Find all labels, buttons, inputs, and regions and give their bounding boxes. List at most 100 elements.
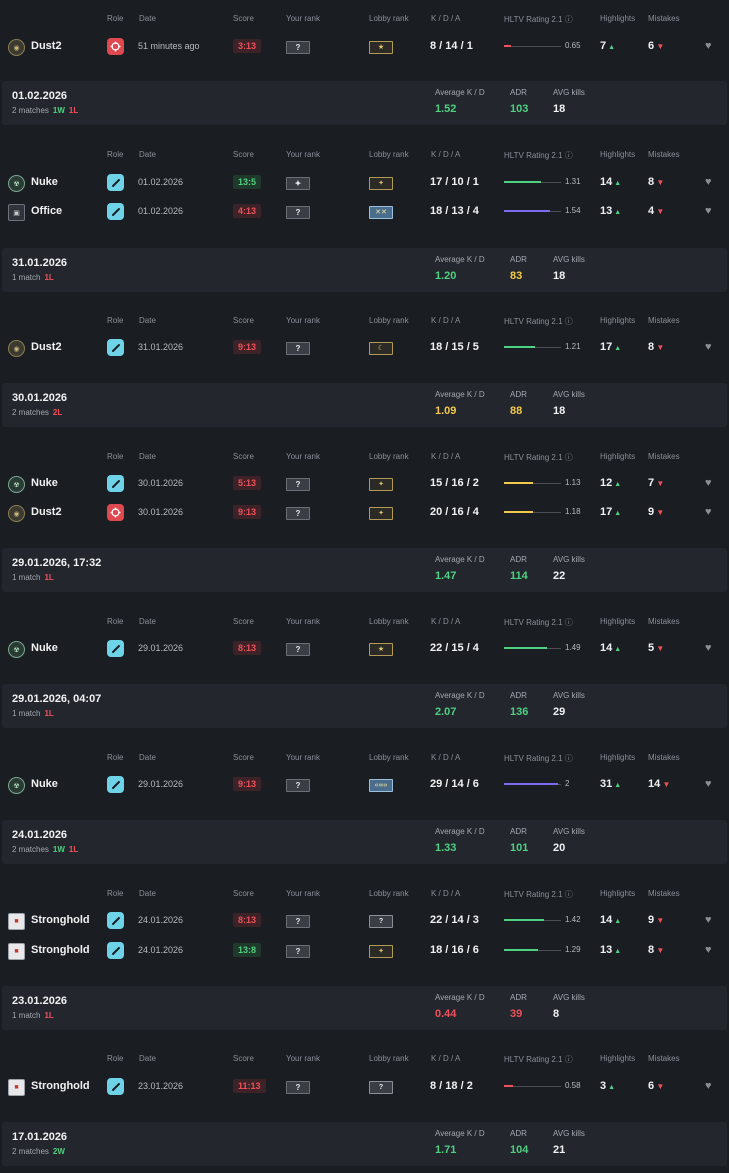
your-rank-badge: ?: [286, 507, 310, 520]
column-header-your-rank: Your rank: [286, 1054, 320, 1063]
column-header-your-rank: Your rank: [286, 452, 320, 461]
highlights-value: 12: [600, 477, 613, 489]
map-name: Nuke: [31, 778, 58, 790]
kda-value: 15 / 16 / 2: [430, 477, 479, 489]
rating-bar-fill: [504, 647, 547, 649]
match-row[interactable]: ◉ Dust2 30.01.2026 9:13? ✦ 20 / 16 / 4 1.18 17 …: [0, 499, 729, 527]
stronghold-icon: ■: [8, 943, 25, 960]
heart-icon[interactable]: ♥: [705, 176, 712, 188]
column-header-kda: K / D / A: [431, 1054, 461, 1063]
match-row[interactable]: ☢ Nuke 29.01.2026 9:13? «∞» 29 / 14 / 6 2 31 ▲ 1…: [0, 771, 729, 799]
column-header-rating: HLTV Rating 2.1 ⓘ: [504, 754, 573, 763]
match-row[interactable]: ◉ Dust2 51 minutes ago 3:13? ★ 8 / 14 / 1 0.65…: [0, 33, 729, 61]
summary-date: 31.01.2026: [12, 257, 68, 269]
column-header-lobby-rank: Lobby rank: [369, 150, 409, 159]
summary-adr-value: 101: [510, 842, 529, 854]
heart-icon[interactable]: ♥: [705, 944, 712, 956]
match-row[interactable]: ■ Stronghold 24.01.2026 8:13?? 22 / 14 / 3 1.…: [0, 907, 729, 935]
highlights-value: 14: [600, 914, 613, 926]
nuke-icon: ☢: [8, 777, 25, 794]
rating-value: 1.18: [565, 507, 581, 516]
summary-adr-label: ADR: [510, 1129, 527, 1138]
mistakes-count: 8 ▼: [648, 944, 664, 956]
map-name: Dust2: [31, 40, 62, 52]
your-rank-badge: ?: [286, 779, 310, 792]
column-header-date: Date: [139, 14, 156, 23]
rating-value: 1.31: [565, 177, 581, 186]
summary-matches-label: 2 matches: [12, 1147, 49, 1156]
info-icon[interactable]: ⓘ: [562, 15, 573, 24]
summary-date: 01.02.2026: [12, 90, 68, 102]
heart-icon[interactable]: ♥: [705, 341, 712, 353]
summary-match-count: 1 match 1L: [12, 709, 54, 718]
match-row[interactable]: ☢ Nuke 30.01.2026 5:13? ✦ 15 / 16 / 2 1.13 12 ▲…: [0, 470, 729, 498]
lobby-rank-badge: ☾: [369, 342, 393, 355]
match-date: 24.01.2026: [138, 945, 184, 955]
role-entry-icon: [107, 38, 124, 55]
rating-bar: [504, 482, 561, 484]
column-header-date: Date: [139, 1054, 156, 1063]
mistakes-value: 14: [648, 778, 661, 790]
column-header-your-rank: Your rank: [286, 889, 320, 898]
info-icon[interactable]: ⓘ: [562, 317, 573, 326]
rating-value: 1.54: [565, 206, 581, 215]
column-header-your-rank: Your rank: [286, 14, 320, 23]
match-row[interactable]: ■ Stronghold 24.01.2026 13:8? ✦ 18 / 16 / 6 1.…: [0, 937, 729, 965]
mistakes-count: 6 ▼: [648, 40, 664, 52]
summary-adr-value: 114: [510, 570, 528, 582]
info-icon[interactable]: ⓘ: [562, 151, 573, 160]
match-row[interactable]: ☢ Nuke 01.02.2026 13:5 ✦ ✦ 17 / 10 / 1 1.31 14 ▲…: [0, 169, 729, 197]
column-header-mistakes: Mistakes: [648, 617, 680, 626]
summary-losses: 1L: [68, 106, 79, 115]
dust2-icon: ◉: [8, 340, 25, 357]
summary-avg-kd-value: 1.52: [435, 103, 457, 115]
your-rank-badge: ?: [286, 41, 310, 54]
highlights-count: 14 ▲: [600, 176, 621, 188]
column-header-rating: HLTV Rating 2.1 ⓘ: [504, 317, 573, 326]
column-header-lobby-rank: Lobby rank: [369, 1054, 409, 1063]
heart-icon[interactable]: ♥: [705, 914, 712, 926]
heart-icon[interactable]: ♥: [705, 506, 712, 518]
nuke-icon: ☢: [8, 175, 25, 192]
heart-icon[interactable]: ♥: [705, 205, 712, 217]
arrow-down-icon: ▼: [654, 508, 665, 517]
heart-icon[interactable]: ♥: [705, 477, 712, 489]
summary-avg-kills-label: AVG kills: [553, 827, 585, 836]
map-name: Nuke: [31, 477, 58, 489]
mistakes-count: 8 ▼: [648, 176, 664, 188]
column-header-kda: K / D / A: [431, 316, 461, 325]
column-header-highlights: Highlights: [600, 452, 636, 461]
column-header-highlights: Highlights: [600, 617, 636, 626]
column-header-role: Role: [107, 1054, 124, 1063]
mistakes-value: 5: [648, 642, 655, 654]
map-name: Stronghold: [31, 1080, 90, 1092]
info-icon[interactable]: ⓘ: [562, 618, 573, 627]
kda-value: 20 / 16 / 4: [430, 506, 479, 518]
mistakes-value: 6: [648, 1080, 655, 1092]
arrow-down-icon: ▼: [654, 644, 665, 653]
info-icon[interactable]: ⓘ: [562, 754, 573, 763]
arrow-up-icon: ▲: [606, 1084, 615, 1091]
match-row[interactable]: ◉ Dust2 31.01.2026 9:13? ☾ 18 / 15 / 5 1.21 17 …: [0, 334, 729, 362]
arrow-down-icon: ▼: [654, 1082, 665, 1091]
info-icon[interactable]: ⓘ: [562, 453, 573, 462]
lobby-rank-badge: ?: [369, 1081, 393, 1094]
lobby-rank-badge: ✦: [369, 507, 393, 520]
heart-icon[interactable]: ♥: [705, 778, 712, 790]
summary-adr-label: ADR: [510, 88, 527, 97]
column-header-rating: HLTV Rating 2.1 ⓘ: [504, 618, 573, 627]
heart-icon[interactable]: ♥: [705, 40, 712, 52]
rating-bar: [504, 783, 561, 785]
info-icon[interactable]: ⓘ: [562, 890, 573, 899]
heart-icon[interactable]: ♥: [705, 642, 712, 654]
column-header-mistakes: Mistakes: [648, 14, 680, 23]
match-row[interactable]: ▣ Office 01.02.2026 4:13? ✕✕ 18 / 13 / 4 1.54 1…: [0, 198, 729, 226]
match-date: 31.01.2026: [138, 342, 184, 352]
match-row[interactable]: ☢ Nuke 29.01.2026 8:13? ★ 22 / 15 / 4 1.49 14 ▲…: [0, 635, 729, 663]
info-icon[interactable]: ⓘ: [562, 1055, 573, 1064]
match-row[interactable]: ■ Stronghold 23.01.2026 11:13?? 8 / 18 / 2 0.…: [0, 1073, 729, 1101]
heart-icon[interactable]: ♥: [705, 1080, 712, 1092]
column-header-kda: K / D / A: [431, 889, 461, 898]
summary-match-count: 1 match 1L: [12, 573, 54, 582]
summary-avg-kd-label: Average K / D: [435, 88, 485, 97]
